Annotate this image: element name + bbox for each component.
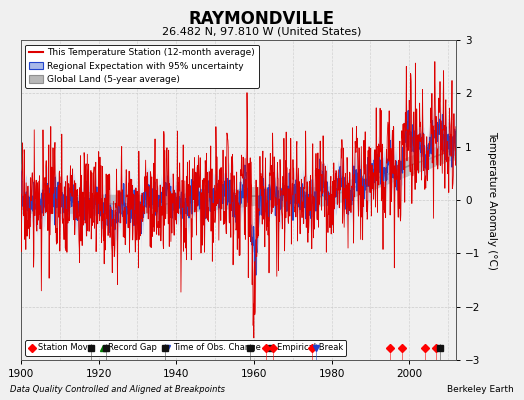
- Y-axis label: Temperature Anomaly (°C): Temperature Anomaly (°C): [487, 130, 497, 270]
- Text: Data Quality Controlled and Aligned at Breakpoints: Data Quality Controlled and Aligned at B…: [10, 385, 225, 394]
- Legend: Station Move, Record Gap, Time of Obs. Change, Empirical Break: Station Move, Record Gap, Time of Obs. C…: [25, 340, 346, 356]
- Text: RAYMONDVILLE: RAYMONDVILLE: [189, 10, 335, 28]
- Text: Berkeley Earth: Berkeley Earth: [447, 385, 514, 394]
- Text: 26.482 N, 97.810 W (United States): 26.482 N, 97.810 W (United States): [162, 26, 362, 36]
